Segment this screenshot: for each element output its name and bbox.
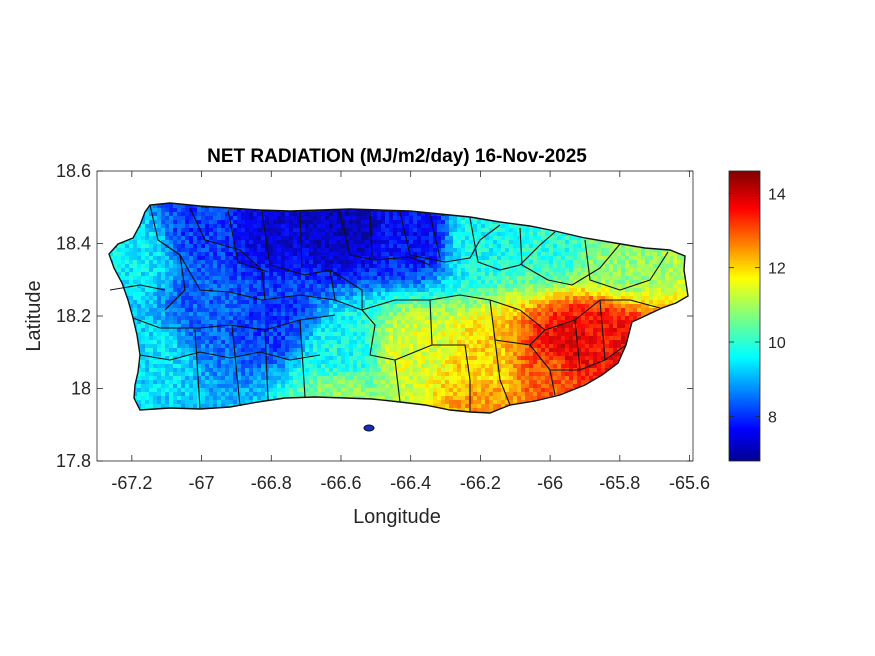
net-radiation-figure: -67.2 -67 -66.8 -66.6 -66.4 -66.2 -66 -65.8 -65.… bbox=[23, 146, 786, 528]
